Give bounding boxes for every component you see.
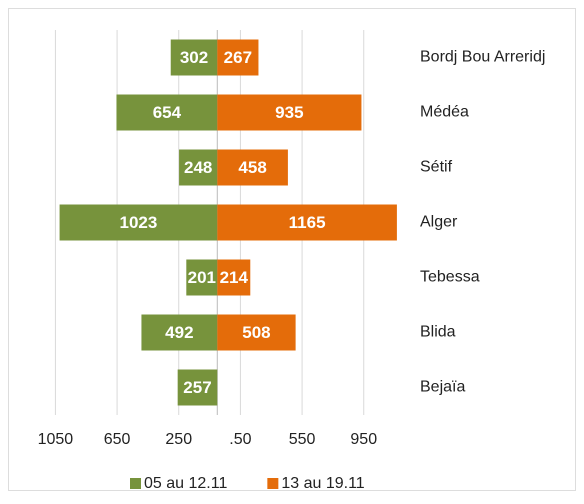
category-label: Tebessa	[420, 269, 480, 286]
x-tick-label: 650	[104, 431, 131, 448]
value-label: 1165	[289, 213, 326, 232]
legend-swatch	[130, 478, 141, 489]
value-label: 201	[188, 268, 216, 287]
bar	[170, 39, 218, 76]
category-label: Blida	[420, 324, 456, 341]
bar	[179, 149, 218, 186]
value-label: 508	[242, 323, 270, 342]
bar	[217, 204, 397, 241]
bar	[217, 94, 362, 131]
legend-label: 05 au 12.11	[144, 475, 227, 492]
value-label: 492	[165, 323, 193, 342]
legend-swatch	[267, 478, 279, 489]
bar	[59, 204, 218, 241]
bar	[186, 259, 218, 296]
category-label: Sétif	[420, 159, 453, 176]
x-tick-label: 950	[350, 431, 377, 448]
category-label: Bordj Bou Arreridj	[420, 49, 545, 66]
value-label: 1023	[120, 213, 158, 232]
value-label: 935	[275, 103, 303, 122]
legend-label: 13 au 19.11	[281, 475, 364, 492]
bar	[217, 149, 288, 186]
chart-border	[8, 8, 576, 491]
value-label: 267	[224, 48, 252, 67]
bar	[141, 314, 218, 351]
value-label: 458	[238, 158, 266, 177]
bar	[217, 259, 251, 296]
bar	[116, 94, 218, 131]
value-label: 214	[220, 268, 249, 287]
x-tick-label: 250	[165, 431, 192, 448]
category-label: Bejaïa	[420, 379, 465, 396]
value-label: 248	[184, 158, 212, 177]
x-tick-label: .50	[229, 431, 251, 448]
x-tick-label: 550	[289, 431, 316, 448]
category-label: Alger	[420, 214, 458, 231]
value-label: 257	[183, 378, 211, 397]
bar	[217, 39, 259, 76]
bar	[177, 369, 218, 406]
bar	[217, 314, 296, 351]
category-label: Médéa	[420, 104, 469, 121]
value-label: 654	[153, 103, 182, 122]
value-label: 302	[180, 48, 208, 67]
x-tick-label: 1050	[38, 431, 74, 448]
